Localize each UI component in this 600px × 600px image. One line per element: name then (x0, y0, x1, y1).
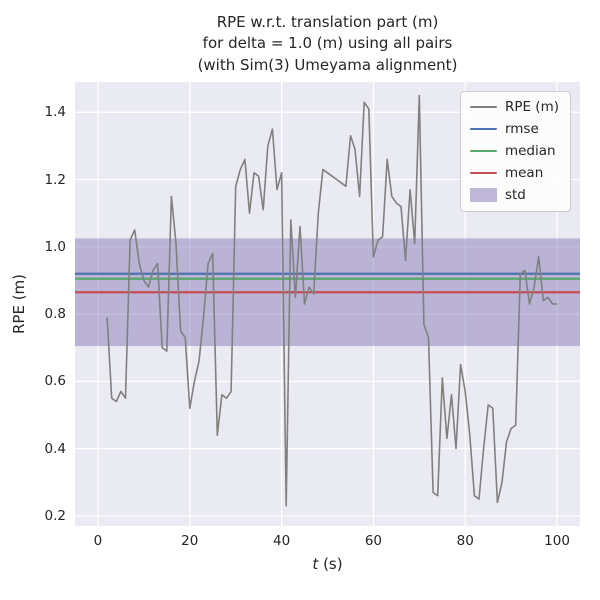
x-tick-label: 80 (456, 533, 474, 549)
y-tick-label: 0.6 (44, 373, 66, 390)
legend-label-std: std (504, 187, 526, 203)
x-tick-label: 60 (364, 533, 382, 549)
rmse-line-swatch (469, 127, 497, 131)
legend-item-mean: mean (469, 165, 559, 181)
legend-item-std: std (469, 187, 559, 203)
rpe-line-swatch (469, 105, 497, 109)
x-tick-label: 0 (93, 533, 103, 549)
legend-label-rmse: rmse (504, 121, 539, 137)
legend-item-median: median (469, 143, 559, 159)
x-axis-label-unit: (s) (318, 555, 343, 573)
x-axis-label: t (s) (75, 555, 580, 573)
legend-item-rmse: rmse (469, 121, 559, 137)
y-axis-label: RPE (m) (10, 273, 28, 335)
legend: RPE (m) rmse median mean std (459, 91, 571, 212)
y-tick-label: 0.4 (44, 440, 66, 457)
x-tick-label: 20 (181, 533, 199, 549)
median-line-swatch (469, 149, 497, 153)
y-tick-label: 1.2 (44, 171, 66, 188)
x-tick-label: 100 (544, 533, 570, 549)
std-band-swatch (469, 188, 497, 202)
legend-label-mean: mean (504, 165, 544, 181)
x-axis-label-variable: t (312, 555, 319, 573)
plot-area: RPE (m) rmse median mean std (75, 82, 580, 526)
mean-line-swatch (469, 171, 497, 175)
x-tick-label: 40 (272, 533, 291, 549)
y-tick-label: 1.4 (44, 104, 66, 121)
chart-title: RPE w.r.t. translation part (m) for delt… (197, 13, 458, 74)
y-tick-label: 0.2 (44, 507, 66, 524)
legend-label-median: median (504, 143, 556, 159)
legend-label-rpe: RPE (m) (504, 99, 559, 115)
rpe-line (106, 94, 557, 507)
legend-item-rpe: RPE (m) (469, 99, 559, 115)
